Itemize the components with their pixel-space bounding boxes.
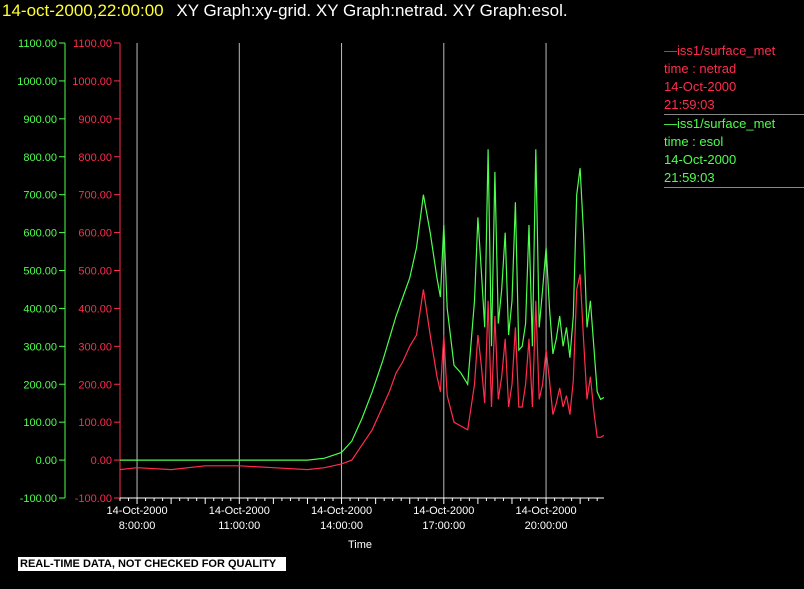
legend-field-label: time : netrad xyxy=(664,61,737,76)
y-tick-label-netrad: 1100.00 xyxy=(73,38,112,50)
x-tick-label-time: 20:00:00 xyxy=(525,520,568,532)
y-tick-label-netrad: 200.00 xyxy=(78,379,112,391)
y-tick-label-esol: 300.00 xyxy=(23,341,57,353)
legend-date-label: 14-Oct-2000 xyxy=(664,79,737,94)
y-tick-label-esol: 900.00 xyxy=(23,114,57,126)
y-tick-label-netrad: 300.00 xyxy=(78,341,112,353)
y-tick-label-netrad: 1000.00 xyxy=(72,76,112,88)
y-tick-label-netrad: 800.00 xyxy=(78,152,112,164)
legend-field-label: time : esol xyxy=(664,134,724,149)
y-tick-label-esol: -100.00 xyxy=(20,493,57,505)
y-tick-label-esol: 200.00 xyxy=(23,379,57,391)
title-bar: 14-oct-2000,22:00:00 XY Graph:xy-grid. X… xyxy=(2,0,568,22)
y-tick-label-esol: 400.00 xyxy=(23,303,57,315)
title-graph-list: XY Graph:xy-grid. XY Graph:netrad. XY Gr… xyxy=(176,1,568,20)
x-tick-label-time: 14:00:00 xyxy=(320,520,363,532)
x-tick-label-time: 17:00:00 xyxy=(422,520,465,532)
y-tick-label-netrad: 400.00 xyxy=(78,303,112,315)
x-axis-label: Time xyxy=(348,539,372,551)
y-tick-label-esol: 100.00 xyxy=(23,417,57,429)
series-line xyxy=(119,274,605,471)
y-tick-label-netrad: 0.00 xyxy=(91,455,112,467)
y-tick-label-netrad: 600.00 xyxy=(78,228,112,240)
y-tick-label-netrad: 100.00 xyxy=(78,417,112,429)
x-tick-label-date: 14-Oct-2000 xyxy=(515,505,576,517)
x-tick-label-time: 8:00:00 xyxy=(119,520,156,532)
x-tick-label-time: 11:00:00 xyxy=(218,520,260,532)
y-tick-label-netrad: -100.00 xyxy=(75,493,112,505)
x-tick-label-date: 14-Oct-2000 xyxy=(209,505,270,517)
legend-source-label: —iss1/surface_met xyxy=(664,43,776,58)
y-tick-label-esol: 800.00 xyxy=(23,152,57,164)
quality-disclaimer: REAL-TIME DATA, NOT CHECKED FOR QUALITY xyxy=(18,557,287,571)
legend-entry-netrad: —iss1/surface_met time : netrad 14-Oct-2… xyxy=(664,42,804,115)
y-tick-label-esol: 0.00 xyxy=(36,455,57,467)
y-tick-label-esol: 600.00 xyxy=(23,228,57,240)
x-tick-label-date: 14-Oct-2000 xyxy=(106,505,167,517)
legend-source-label: —iss1/surface_met xyxy=(664,116,776,131)
y-tick-label-esol: 1100.00 xyxy=(18,38,57,50)
title-time: 14-oct-2000,22:00:00 xyxy=(2,1,164,20)
y-tick-label-netrad: 700.00 xyxy=(78,190,112,202)
y-tick-label-esol: 1000.00 xyxy=(17,76,57,88)
legend-time-label: 21:59:03 xyxy=(664,170,715,185)
legend-date-label: 14-Oct-2000 xyxy=(664,152,737,167)
legend: —iss1/surface_met time : netrad 14-Oct-2… xyxy=(664,42,804,188)
series-line xyxy=(120,149,605,461)
legend-entry-esol: —iss1/surface_met time : esol 14-Oct-200… xyxy=(664,115,804,188)
legend-time-label: 21:59:03 xyxy=(664,97,715,112)
y-tick-label-netrad: 900.00 xyxy=(78,114,112,126)
x-tick-label-date: 14-Oct-2000 xyxy=(311,505,372,517)
x-tick-label-date: 14-Oct-2000 xyxy=(413,505,474,517)
y-tick-label-esol: 500.00 xyxy=(23,266,57,278)
y-tick-label-esol: 700.00 xyxy=(23,190,57,202)
y-tick-label-netrad: 500.00 xyxy=(78,266,112,278)
